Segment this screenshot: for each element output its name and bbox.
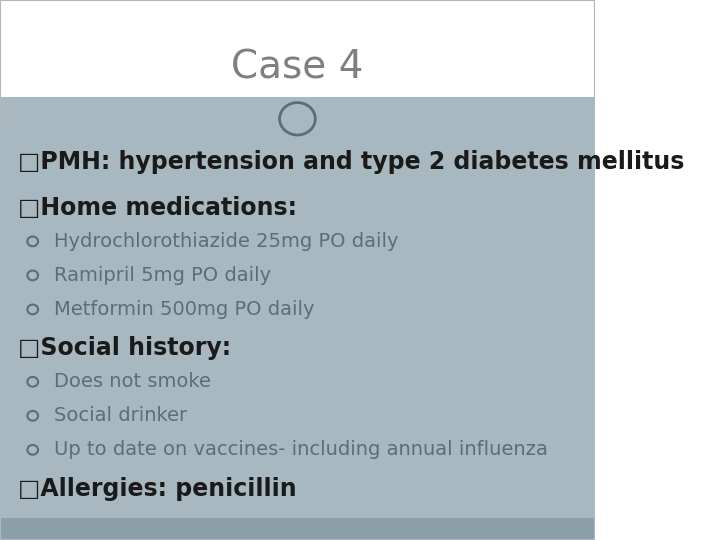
Text: □PMH: hypertension and type 2 diabetes mellitus: □PMH: hypertension and type 2 diabetes m…: [18, 150, 684, 174]
Text: □Social history:: □Social history:: [18, 336, 231, 360]
FancyBboxPatch shape: [0, 518, 595, 540]
Text: Does not smoke: Does not smoke: [53, 372, 210, 391]
Circle shape: [279, 103, 315, 135]
Text: Hydrochlorothiazide 25mg PO daily: Hydrochlorothiazide 25mg PO daily: [53, 232, 398, 251]
Text: Ramipril 5mg PO daily: Ramipril 5mg PO daily: [53, 266, 271, 285]
Text: Case 4: Case 4: [231, 49, 364, 86]
Text: Up to date on vaccines- including annual influenza: Up to date on vaccines- including annual…: [53, 440, 547, 460]
Text: □Allergies: penicillin: □Allergies: penicillin: [18, 477, 297, 501]
Text: Metformin 500mg PO daily: Metformin 500mg PO daily: [53, 300, 314, 319]
Text: Social drinker: Social drinker: [53, 406, 186, 426]
FancyBboxPatch shape: [0, 0, 595, 119]
Text: □Home medications:: □Home medications:: [18, 196, 297, 220]
FancyBboxPatch shape: [0, 97, 595, 518]
